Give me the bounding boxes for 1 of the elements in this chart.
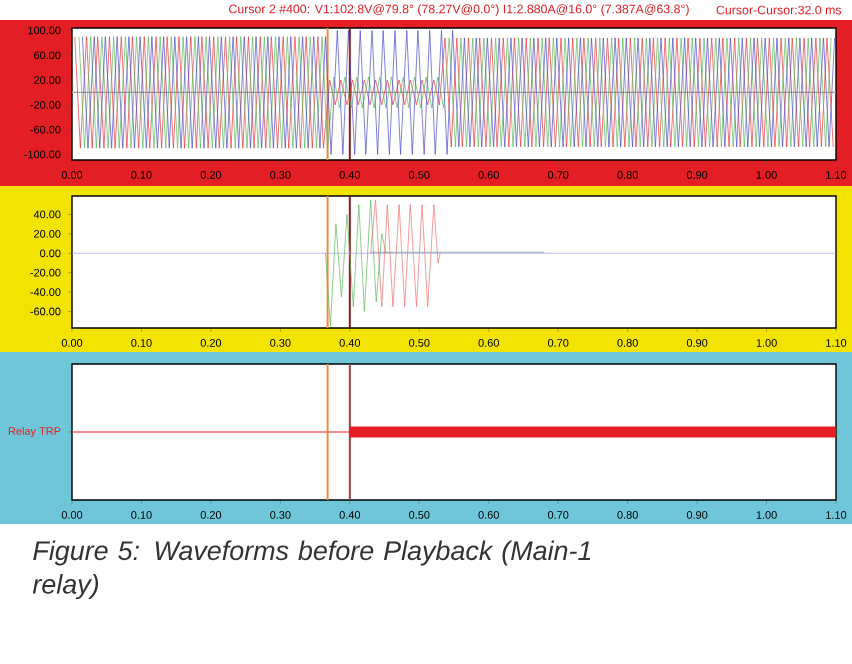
- caption: Figure 5: Waveforms before Playback (Main-1 relay): [32, 540, 591, 600]
